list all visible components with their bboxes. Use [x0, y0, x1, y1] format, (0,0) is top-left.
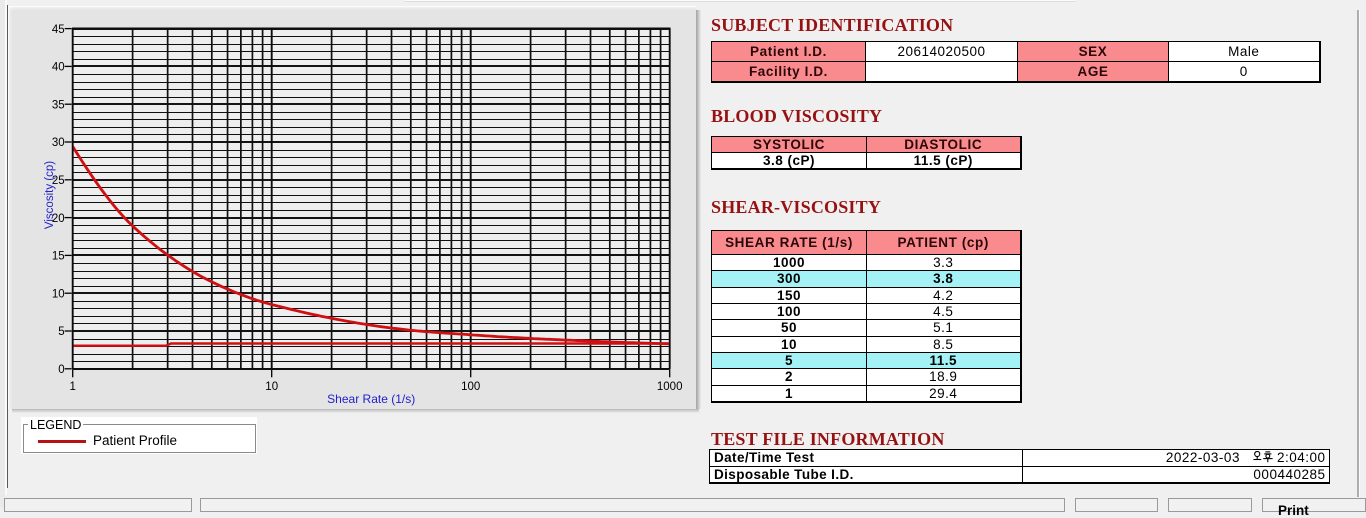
svg-text:10: 10: [265, 381, 278, 393]
svg-text:0: 0: [58, 364, 64, 376]
svg-text:15: 15: [52, 251, 65, 263]
svg-text:10: 10: [52, 288, 65, 300]
svg-text:45: 45: [52, 24, 65, 36]
svg-text:Shear Rate (1/s): Shear Rate (1/s): [327, 392, 415, 406]
svg-text:5: 5: [58, 326, 64, 338]
svg-text:35: 35: [52, 99, 65, 111]
svg-text:40: 40: [52, 62, 65, 74]
svg-text:30: 30: [52, 137, 65, 149]
svg-text:1: 1: [69, 381, 75, 393]
svg-text:Viscosity (cp): Viscosity (cp): [44, 161, 56, 229]
svg-text:100: 100: [461, 381, 480, 393]
svg-text:1000: 1000: [657, 381, 683, 393]
svg-text:25: 25: [52, 175, 65, 187]
svg-text:20: 20: [52, 213, 65, 225]
